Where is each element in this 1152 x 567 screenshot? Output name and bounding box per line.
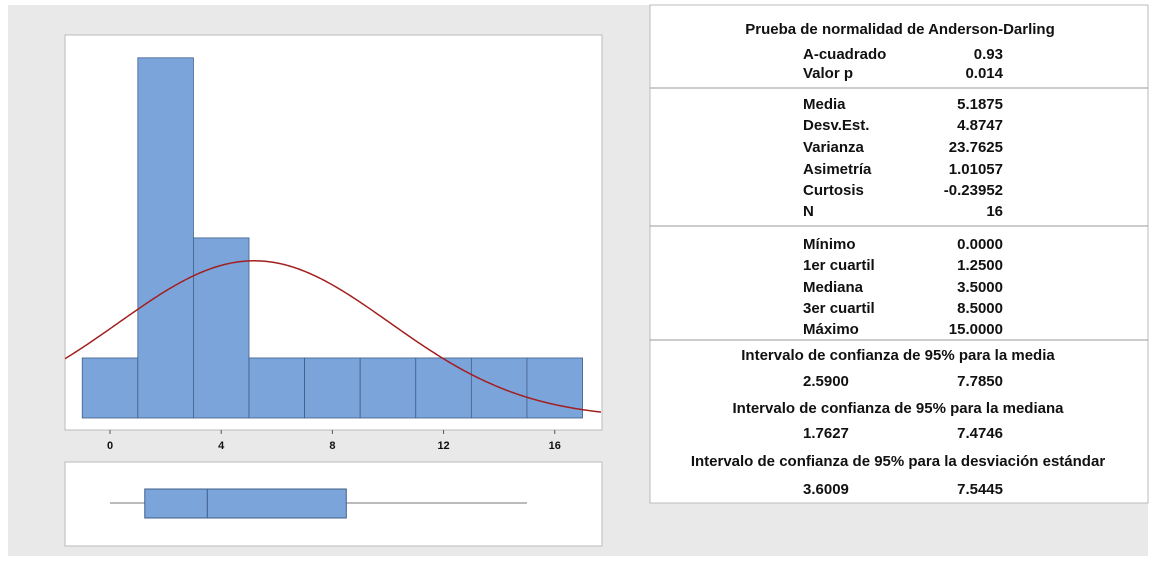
normal-curve [65,260,602,413]
row-label: 1er cuartil [803,257,875,274]
row-value: 1.2500 [957,257,1003,274]
x-tick-label: 12 [437,440,449,452]
interval-title: Intervalo de confianza de 95% para la de… [691,453,1105,470]
row-value: 16 [986,203,1003,220]
row-value: 4.8747 [957,117,1003,134]
row-value: 5.1875 [957,96,1003,113]
box [144,488,347,519]
summary-panel [649,4,1149,504]
bar [304,357,361,419]
interval-low: 1.7627 [803,425,849,442]
x-tick-label: 0 [107,440,113,452]
row-label: N [803,203,814,220]
row-value: 1.01057 [949,161,1003,178]
interval-title: Intervalo de confianza de 95% para la me… [733,400,1065,417]
row-label: Mediana [803,279,864,296]
row-label: Curtosis [803,182,864,199]
row-label: A-cuadrado [803,46,886,63]
row-label: Mínimo [803,236,856,253]
row-value: 8.5000 [957,300,1003,317]
interval-high: 7.7850 [957,373,1003,390]
bar [248,357,305,419]
row-value: 0.014 [965,65,1003,82]
row-value: 3.5000 [957,279,1003,296]
histogram [65,57,602,419]
interval-high: 7.4746 [957,425,1003,442]
row-label: Máximo [803,321,859,338]
interval-title: Intervalo de confianza de 95% para la me… [741,347,1055,364]
bar [415,357,472,419]
row-label: Varianza [803,139,865,156]
row-value: 15.0000 [949,321,1003,338]
table-title: Prueba de normalidad de Anderson-Darling [745,21,1055,38]
interval-low: 3.6009 [803,481,849,498]
x-tick-label: 8 [329,440,335,452]
row-label: Desv.Est. [803,117,869,134]
row-value: 23.7625 [949,139,1003,156]
row-value: -0.23952 [944,182,1003,199]
bar [137,57,194,419]
bar [193,237,250,419]
bar [359,357,417,419]
row-label: Media [803,96,846,113]
x-tick-label: 4 [218,440,225,452]
interval-low: 2.5900 [803,373,849,390]
row-value: 0.0000 [957,236,1003,253]
x-tick-label: 16 [549,440,561,452]
row-label: 3er cuartil [803,300,875,317]
bar [81,357,139,419]
row-value: 0.93 [974,46,1003,63]
row-label: Valor p [803,65,853,82]
interval-high: 7.5445 [957,481,1003,498]
row-label: Asimetría [803,161,872,178]
